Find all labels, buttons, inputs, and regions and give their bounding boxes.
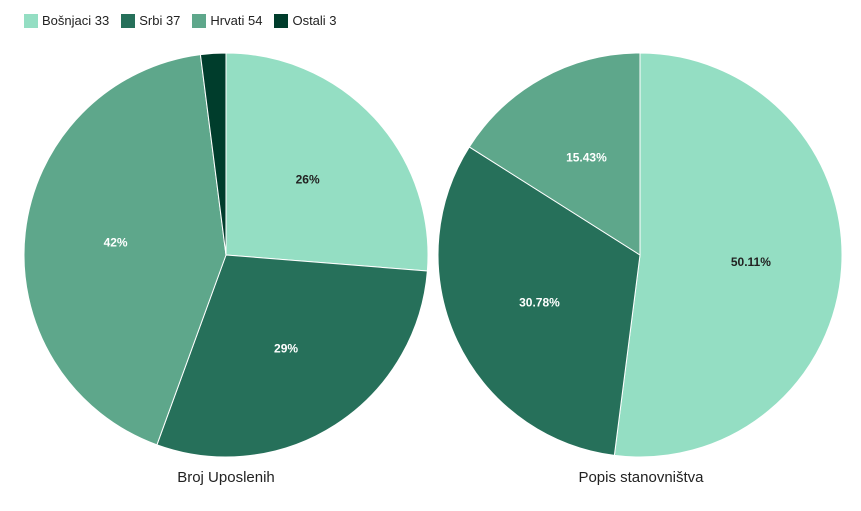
pie-title-broj-uposlenih: Broj Uposlenih: [177, 469, 275, 486]
pie-0-slice-ostali[interactable]: [199, 52, 227, 256]
pie-0-slice-bosnjaci[interactable]: [225, 52, 429, 272]
legend-swatch-srbi: [121, 13, 136, 28]
legend-label-srbi: Srbi 37: [139, 13, 181, 28]
pie-0-slice-srbi[interactable]: [156, 254, 428, 458]
legend-item-bosnjaci[interactable]: Bošnjaci 33: [24, 13, 109, 28]
pie-chart-popis-stanovnistva: 50.11% 30.78% 15.43%: [437, 52, 843, 458]
pie-1-label-srbi: 30.78%: [519, 295, 560, 309]
pie-title-popis-stanovnistva: Popis stanovništva: [578, 469, 704, 486]
pie-1-slice-srbi[interactable]: [437, 146, 641, 456]
legend-swatch-bosnjaci: [24, 13, 38, 28]
pie-0-label-srbi: 29%: [274, 341, 298, 355]
legend-label-bosnjaci: Bošnjaci 33: [42, 13, 110, 28]
pie-1-label-bosnjaci: 50.11%: [731, 255, 771, 269]
pie-0-label-hrvati: 42%: [104, 236, 128, 250]
legend-label-ostali: Ostali 3: [292, 13, 337, 28]
pie-1-slice-bosnjaci[interactable]: [613, 52, 843, 458]
legend-item-srbi[interactable]: Srbi 37: [121, 13, 180, 28]
pie-0-label-bosnjaci: 26%: [296, 173, 320, 187]
legend-item-hrvati[interactable]: Hrvati 54: [192, 13, 262, 28]
legend-swatch-hrvati: [192, 13, 207, 28]
chart-legend: Bošnjaci 33 Srbi 37 Hrvati 54 Ostali 3: [24, 13, 337, 28]
legend-label-hrvati: Hrvati 54: [210, 13, 263, 28]
legend-item-ostali[interactable]: Ostali 3: [274, 13, 337, 28]
pie-1-label-hrvati: 15.43%: [566, 151, 607, 165]
pie-chart-broj-uposlenih: 26% 29% 42%: [23, 52, 429, 458]
legend-swatch-ostali: [274, 13, 289, 28]
pie-0-slice-hrvati[interactable]: [23, 54, 227, 446]
pie-1-slice-hrvati[interactable]: [468, 52, 641, 256]
